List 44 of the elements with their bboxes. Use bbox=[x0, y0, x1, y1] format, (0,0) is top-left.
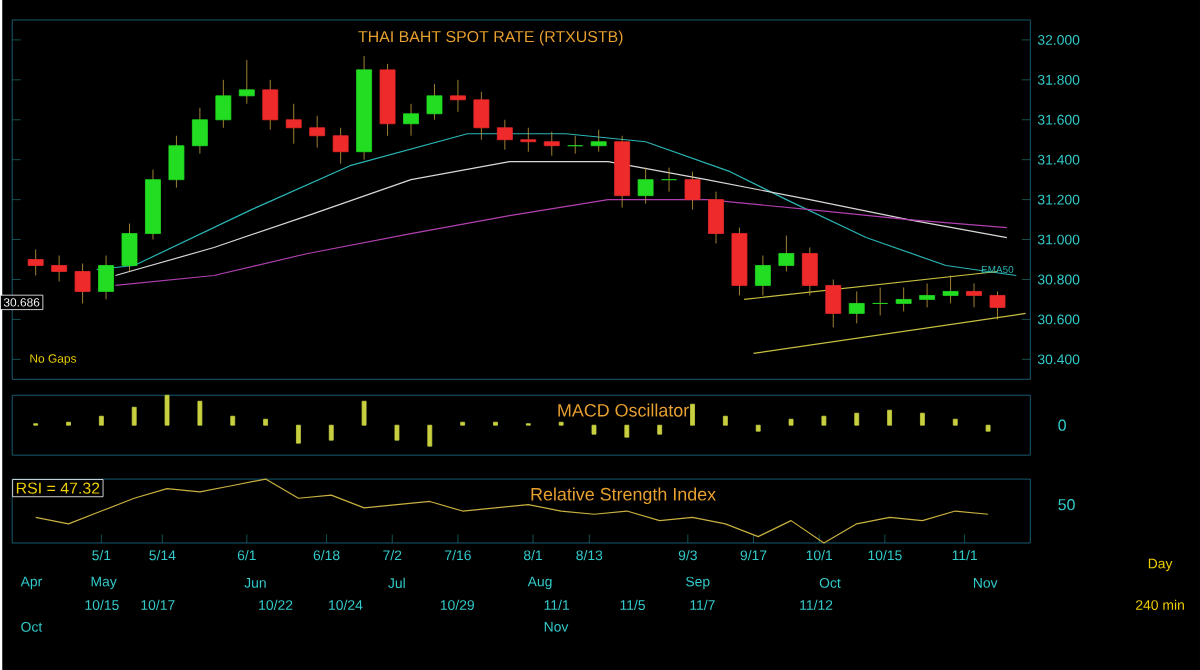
bar bbox=[788, 418, 794, 426]
bar bbox=[296, 424, 301, 444]
candlestick bbox=[637, 166, 654, 204]
candlestick bbox=[708, 190, 724, 244]
bar bbox=[624, 424, 630, 438]
candlestick bbox=[51, 254, 68, 282]
candlestick bbox=[496, 118, 513, 150]
candlestick bbox=[403, 103, 419, 136]
candlestick bbox=[98, 254, 114, 300]
candlestick bbox=[778, 234, 795, 272]
candlestick bbox=[872, 286, 889, 316]
chart-title: MACD Oscillator bbox=[558, 403, 689, 417]
candlestick bbox=[27, 248, 44, 276]
candlestick bbox=[567, 134, 584, 154]
candlestick bbox=[684, 170, 701, 210]
candlestick bbox=[989, 290, 1006, 320]
candlestick bbox=[168, 134, 185, 188]
candlestick bbox=[520, 126, 537, 152]
candlestick bbox=[848, 290, 865, 324]
candlestick bbox=[966, 282, 982, 308]
candlestick bbox=[801, 246, 818, 296]
candlestick bbox=[543, 130, 560, 156]
candlestick bbox=[825, 278, 842, 328]
candlestick bbox=[473, 91, 490, 140]
candlestick bbox=[191, 107, 208, 154]
candlestick bbox=[121, 222, 138, 272]
candlestick bbox=[74, 262, 91, 304]
candlestick bbox=[285, 103, 302, 144]
candlestick bbox=[590, 128, 607, 152]
candlestick bbox=[426, 83, 443, 120]
candlestick bbox=[262, 79, 279, 130]
candlestick bbox=[919, 282, 936, 308]
candlestick bbox=[661, 166, 677, 192]
candlestick bbox=[309, 115, 326, 148]
bar bbox=[230, 415, 236, 426]
candlestick bbox=[215, 79, 232, 128]
chart-title: Relative Strength Index bbox=[531, 487, 716, 504]
candlestick bbox=[332, 126, 349, 164]
candlestick bbox=[238, 59, 255, 104]
candlestick bbox=[755, 254, 771, 296]
candlestick bbox=[942, 274, 959, 304]
candlestick bbox=[895, 286, 912, 312]
candlestick bbox=[450, 79, 466, 112]
bar bbox=[854, 412, 860, 426]
